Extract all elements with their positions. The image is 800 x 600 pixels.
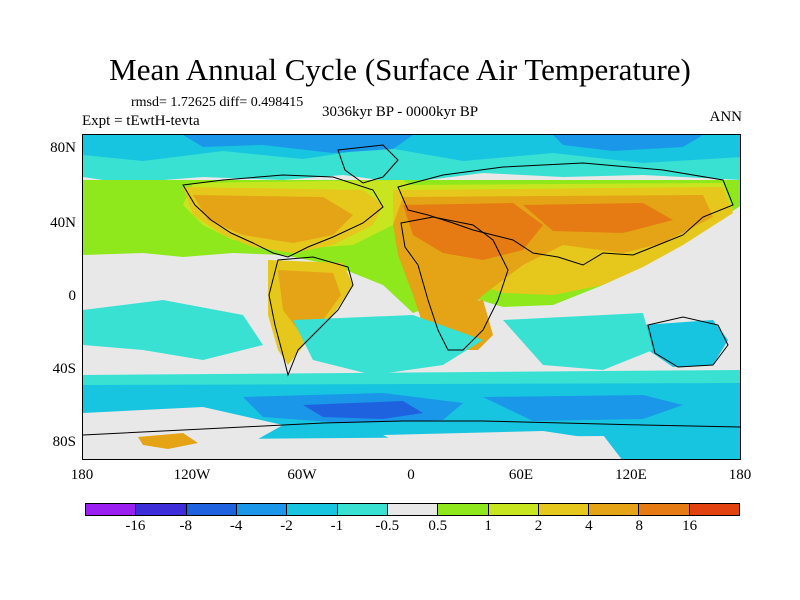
coastlines <box>83 144 740 436</box>
x-label-60e: 60E <box>508 467 534 483</box>
colorbar-tick-label: 0.5 <box>428 518 448 534</box>
colorbar-tick-label: -2 <box>280 518 293 534</box>
field-south-cyan-1 <box>83 300 263 360</box>
field-south-cyan-3 <box>503 313 653 370</box>
y-label-40n: 40N <box>50 215 76 231</box>
coast-greenland <box>337 144 399 184</box>
coast-north-america <box>182 174 384 258</box>
coast-south-america <box>268 256 354 377</box>
field-antarctic-orange <box>138 433 198 449</box>
y-label-80n: 80N <box>50 140 76 156</box>
field-namerica-orange <box>193 195 353 243</box>
x-label-180e: 180 <box>728 467 752 483</box>
coast-eurasia <box>397 162 734 266</box>
field-sahara-darkorange <box>403 203 543 260</box>
colorbar-swatch <box>236 504 288 515</box>
chart-title: Mean Annual Cycle (Surface Air Temperatu… <box>109 52 691 87</box>
coast-antarctica <box>83 420 740 436</box>
y-label-80s: 80S <box>52 434 76 450</box>
colorbar-tick-label: -1 <box>330 518 344 534</box>
colorbar <box>85 503 740 516</box>
colorbar-tick-label: 8 <box>635 518 643 534</box>
colorbar-swatch <box>287 504 338 515</box>
map-canvas <box>83 135 740 459</box>
colorbar-swatch <box>689 504 740 515</box>
colorbar-tick-label: 1 <box>484 518 492 534</box>
field-south-cyan-2 <box>293 315 483 375</box>
colorbar-swatch <box>186 504 237 515</box>
y-label-40s: 40S <box>52 361 76 377</box>
colorbar-swatch <box>589 504 640 515</box>
rmsd-diff-stats: rmsd= 1.72625 diff= 0.498415 <box>131 95 304 110</box>
colorbar-tick-label: 16 <box>682 518 698 534</box>
colorbar-tick-label: 2 <box>534 518 543 534</box>
colorbar-swatch <box>136 504 187 515</box>
x-label-120w: 120W <box>173 467 211 483</box>
colorbar-swatch <box>387 504 439 515</box>
colorbar-swatch <box>86 504 137 515</box>
colorbar-tick-label: -16 <box>125 518 146 534</box>
colorbar-swatch <box>639 504 690 515</box>
field-south-deepblue <box>303 401 423 419</box>
colorbar-swatch <box>438 504 489 515</box>
colorbar-tick-label: -0.5 <box>375 518 400 534</box>
colorbar-tick-label: -4 <box>229 518 243 534</box>
coast-australia <box>647 316 729 368</box>
colorbar-swatch <box>538 504 590 515</box>
x-label-60w: 60W <box>287 467 317 483</box>
x-label-180w: 180 <box>70 467 94 483</box>
colorbar-swatch <box>488 504 539 515</box>
period-label: 3036kyr BP - 0000kyr BP <box>322 104 479 120</box>
colorbar-swatch <box>337 504 388 515</box>
x-label-120e: 120E <box>615 467 647 483</box>
season-label: ANN <box>709 109 743 125</box>
x-label-0: 0 <box>407 467 415 483</box>
colorbar-tick-label: 4 <box>585 518 593 534</box>
field-australia-cyan <box>643 320 728 367</box>
experiment-label: Expt = tEwtH-tevta <box>82 113 200 129</box>
field-antarctic-lightblue <box>603 431 740 459</box>
temperature-anomaly-map <box>82 134 741 460</box>
field-samerica-orange <box>278 270 341 330</box>
field-siberia-darkorange <box>523 203 673 233</box>
coast-africa <box>400 216 509 351</box>
field-antarctic-neutral <box>383 431 603 455</box>
colorbar-tick-label: -8 <box>179 518 193 534</box>
y-label-0: 0 <box>68 288 77 304</box>
field-south-blue-2 <box>483 395 683 421</box>
field-arctic-blue-2 <box>553 135 703 151</box>
